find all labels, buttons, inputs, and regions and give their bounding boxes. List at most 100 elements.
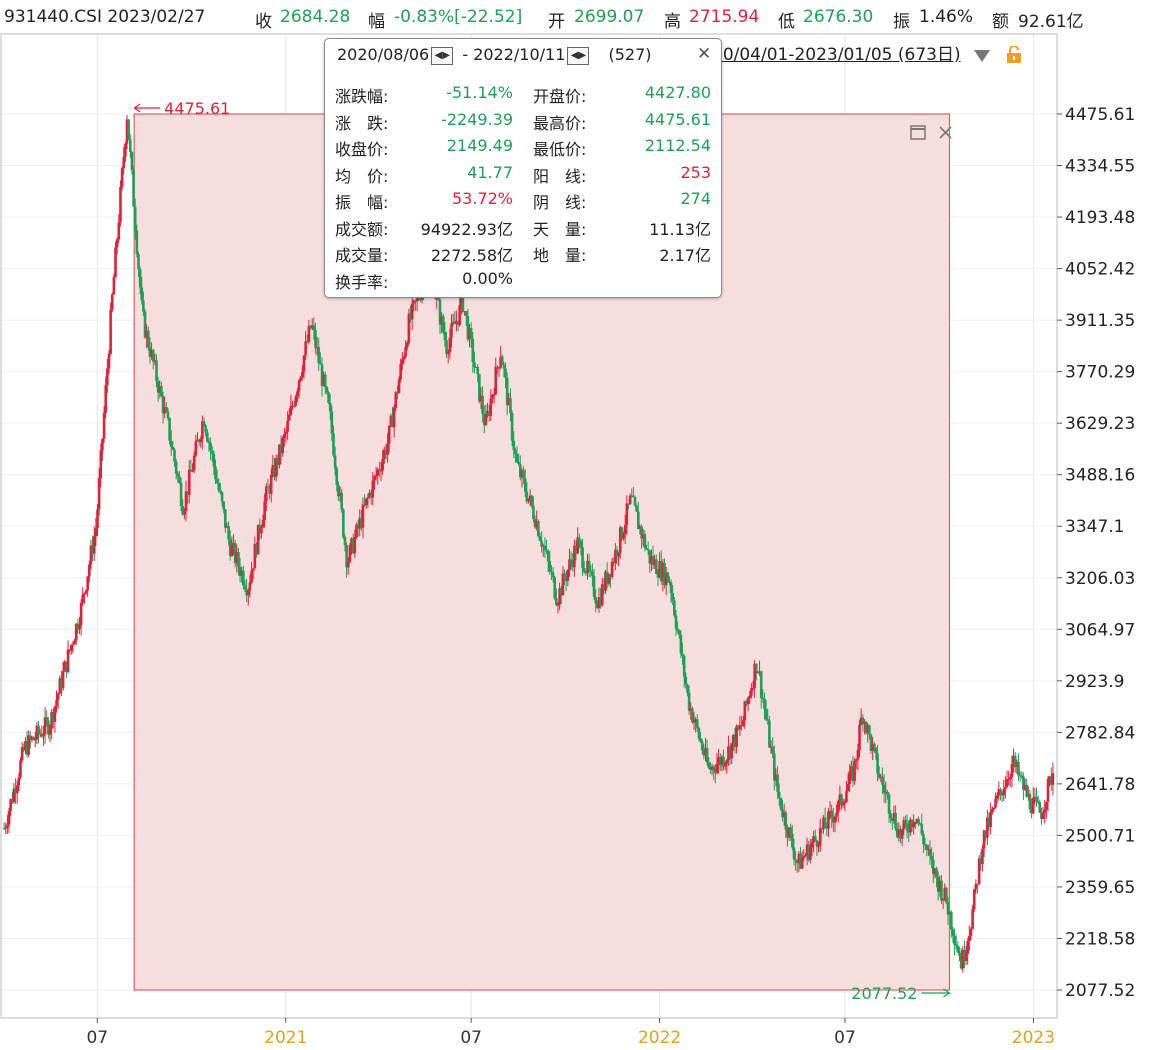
candle-body (661, 563, 665, 582)
lock-icon[interactable] (1005, 45, 1023, 64)
candle-body (348, 545, 352, 562)
candle-body (812, 836, 815, 843)
candle-body (599, 597, 602, 606)
candle-body (977, 858, 981, 884)
range-selector[interactable]: 20/04/01-2023/01/05 (673日) (712, 40, 1023, 65)
candle-body (96, 509, 99, 529)
candle-body (879, 776, 883, 778)
candle-body (73, 640, 76, 645)
candle-body (535, 521, 538, 528)
y-tick-label: 2218.58 (1065, 929, 1135, 949)
candle-body (379, 470, 383, 472)
candle-body (751, 687, 755, 689)
candle-body (512, 440, 516, 451)
candle-body (935, 868, 938, 878)
candle-body (900, 829, 904, 839)
candle-body (571, 561, 575, 568)
candle-body (799, 853, 802, 869)
candle-body (953, 936, 956, 945)
candle-body (922, 834, 925, 845)
candle-body (804, 855, 807, 857)
candle-body (548, 561, 552, 572)
candle-body (650, 556, 653, 564)
stat-value: 2.17亿 (659, 246, 711, 265)
candle-body (250, 570, 253, 583)
maximize-icon[interactable] (910, 125, 926, 140)
candle-body (481, 395, 484, 415)
start-date: 2020/08/06 (337, 45, 430, 64)
candle-body (881, 776, 884, 785)
candle-body (40, 733, 44, 737)
candle-body (909, 819, 912, 833)
candle-body (791, 833, 794, 848)
candle-body (84, 590, 88, 594)
candle-body (17, 777, 21, 786)
candle-body (338, 492, 342, 497)
candle-body (918, 823, 922, 825)
candle-body (910, 819, 914, 828)
selection-window-buttons[interactable] (910, 125, 952, 140)
high-value: 2715.94 (689, 7, 760, 27)
candle-body (15, 785, 19, 794)
candle-body (987, 817, 991, 827)
candle-body (802, 856, 806, 858)
range-text[interactable]: 20/04/01-2023/01/05 (673日) (712, 45, 961, 65)
candle-body (866, 725, 870, 733)
candle-body (255, 544, 258, 555)
candle-body (69, 644, 73, 651)
candle-body (4, 827, 8, 829)
candle-body (279, 444, 283, 454)
candle-body (700, 741, 704, 751)
candle-body (609, 573, 612, 577)
y-tick-label: 2641.78 (1065, 775, 1135, 795)
quote-header: 931440.CSI 2023/02/27 收 2684.28 幅 -0.83%… (0, 0, 1154, 34)
candle-body (147, 330, 150, 348)
candle-body (202, 421, 206, 426)
candle-body (409, 313, 412, 320)
candle-body (615, 549, 619, 557)
candle-body (66, 649, 70, 672)
candle-body (165, 406, 168, 412)
triangle-down-icon[interactable] (972, 47, 992, 63)
candle-body (827, 811, 830, 829)
candle-body (825, 827, 829, 829)
candle-body (502, 364, 506, 369)
candle-body (540, 540, 543, 547)
candle-body (499, 356, 502, 368)
candle-body (304, 341, 307, 356)
candle-body (107, 353, 111, 369)
candle-body (714, 770, 717, 773)
candle-body (787, 827, 791, 838)
candle-body (990, 809, 994, 813)
candle-body (712, 766, 715, 771)
candle-body (648, 550, 652, 564)
end-date-stepper-icon[interactable]: ◀▶ (567, 46, 590, 65)
candle-body (569, 559, 573, 562)
candle-body (645, 547, 648, 550)
stat-value: 4475.61 (644, 109, 711, 129)
candle-body (1046, 778, 1050, 802)
close-icon[interactable]: ✕ (697, 44, 712, 64)
candle-body (976, 883, 979, 885)
candle-body (948, 911, 951, 915)
candle-body (761, 697, 765, 699)
candle-body (204, 425, 207, 433)
candle-body (659, 561, 663, 582)
candle-body (800, 857, 804, 869)
candle-body (558, 588, 561, 605)
candle-body (150, 350, 153, 357)
close-icon[interactable] (939, 126, 952, 139)
candle-body (582, 568, 586, 573)
candle-body (1013, 755, 1017, 768)
candle-body (897, 829, 901, 838)
candle-body (327, 392, 330, 403)
candle-body (807, 844, 811, 860)
candle-body (750, 688, 753, 696)
start-date-stepper-icon[interactable]: ◀▶ (431, 46, 454, 65)
candle-body (143, 311, 147, 338)
candle-body (864, 721, 868, 733)
candle-body (1020, 775, 1024, 777)
candle-body (841, 803, 845, 806)
candle-body (686, 684, 689, 693)
